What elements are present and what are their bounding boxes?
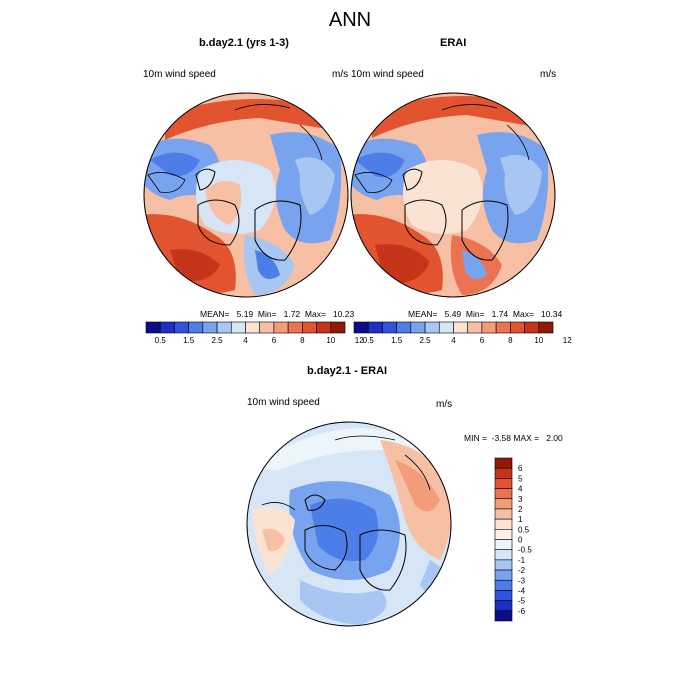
colorbar-diff-swatch <box>494 579 513 591</box>
colorbar-1-swatch <box>259 321 275 334</box>
colorbar-diff-swatch <box>494 508 513 520</box>
colorbar-2-swatch <box>524 321 540 334</box>
panel-1-left-label: 10m wind speed <box>143 69 216 80</box>
colorbar-2-tick-label: 4 <box>451 336 456 345</box>
colorbar-1-swatch <box>188 321 204 334</box>
colorbar-2-swatch <box>367 321 383 334</box>
colorbar-1-swatch <box>302 321 317 334</box>
map-diff <box>247 422 451 626</box>
colorbar-diff-swatch <box>494 529 513 540</box>
colorbar-1-swatch <box>159 321 175 334</box>
colorbar-1-tick-label: 0.5 <box>155 336 167 345</box>
colorbar-1-swatch <box>316 321 332 334</box>
colorbar-2-swatch <box>538 321 554 334</box>
colorbar-panel-2: 0.5 1.5 2.5 4 6 8 10 12 <box>353 321 572 345</box>
colorbar-2-swatch <box>481 321 497 334</box>
colorbar-2-swatch <box>467 321 483 334</box>
colorbar-panel-1: 0.5 1.5 2.5 4 6 8 10 12 <box>145 321 364 345</box>
map-panel-1-border <box>143 92 349 298</box>
map-panel-1 <box>144 93 348 297</box>
colorbar-2-swatch <box>396 321 412 334</box>
colorbar-1-swatch <box>174 321 189 334</box>
colorbar-diff-swatch <box>494 478 513 489</box>
colorbar-diff-tick-label: -3 <box>518 576 526 585</box>
colorbar-diff-tick-label: 0 <box>518 536 523 545</box>
colorbar-diff-tick-label: 5 <box>518 474 523 483</box>
panel-2-title: ERAI <box>440 37 467 49</box>
colorbar-diff-tick-label: -2 <box>518 566 526 575</box>
colorbar-diff-swatch <box>494 559 513 571</box>
colorbar-2-swatch <box>510 321 525 334</box>
colorbar-diff-tick-label: 3 <box>518 495 523 504</box>
colorbar-1-tick-label: 4 <box>243 336 248 345</box>
colorbar-diff-swatch <box>494 600 513 612</box>
map-diff-border <box>246 421 452 627</box>
colorbar-diff-tick-label: -0.5 <box>518 546 532 555</box>
colorbar-diff-tick-label: 4 <box>518 485 523 494</box>
colorbar-2-swatch <box>424 321 440 334</box>
colorbar-1-tick-label: 8 <box>300 336 305 345</box>
colorbar-diff-tick-label: 6 <box>518 464 523 473</box>
colorbar-diff-swatch <box>494 518 513 530</box>
colorbar-diff-tick-label: -6 <box>518 607 526 616</box>
colorbar-diff-tick-label: -5 <box>518 597 526 606</box>
colorbar-diff-swatch <box>494 569 513 581</box>
panel-1-title: b.day2.1 (yrs 1-3) <box>199 37 289 49</box>
colorbar-diff-tick-label: 2 <box>518 505 523 514</box>
panel-1-units-label: m/s <box>332 69 349 80</box>
colorbar-1-tick-label: 6 <box>272 336 277 345</box>
panel-2-units-label: m/s <box>540 69 557 80</box>
colorbar-diff-tick-label: 0.5 <box>518 525 530 534</box>
colorbar-2-tick-label: 6 <box>480 336 485 345</box>
colorbar-1-tick-label: 2.5 <box>212 336 224 345</box>
colorbar-diff-tick-label: -1 <box>518 556 526 565</box>
colorbar-diff-swatch <box>494 457 513 469</box>
panel-2-left-label: 10m wind speed <box>351 69 424 80</box>
colorbar-1-swatch <box>287 321 303 334</box>
map-panel-2 <box>351 93 555 297</box>
colorbar-diff-swatch <box>494 467 513 479</box>
colorbar-diff-swatch <box>494 549 513 561</box>
colorbar-diff-swatch <box>494 488 513 500</box>
colorbar-1-tick-label: 1.5 <box>183 336 195 345</box>
colorbar-2-tick-label: 1.5 <box>391 336 403 345</box>
colorbar-2-swatch <box>410 321 426 334</box>
diff-panel-units-label: m/s <box>436 399 453 410</box>
colorbar-1-swatch <box>273 321 289 334</box>
colorbar-diff-swatch <box>494 498 513 510</box>
colorbar-diff-swatch <box>494 610 513 622</box>
colorbar-2-swatch <box>495 321 511 334</box>
colorbar-2-swatch <box>353 321 369 334</box>
colorbar-1-tick-label: 12 <box>355 336 364 345</box>
colorbar-diff-swatch <box>494 590 513 601</box>
colorbar-2-swatch <box>382 321 397 334</box>
colorbar-2-swatch <box>438 321 454 334</box>
colorbar-2-tick-label: 10 <box>534 336 543 345</box>
colorbar-2-tick-label: 8 <box>508 336 513 345</box>
diff-panel-left-label: 10m wind speed <box>247 397 320 408</box>
diff-panel-stats: MIN = -3.58 MAX = 2.00 <box>464 433 563 443</box>
colorbar-diff-swatch <box>494 539 513 550</box>
colorbar-2-tick-label: 12 <box>563 336 572 345</box>
colorbar-1-swatch <box>245 321 261 334</box>
colorbar-1-tick-label: 10 <box>326 336 335 345</box>
colorbar-2-swatch <box>453 321 469 334</box>
map-panel-2-border <box>350 92 556 298</box>
colorbar-2-tick-label: 0.5 <box>363 336 375 345</box>
colorbar-1-swatch <box>202 321 218 334</box>
colorbar-1-swatch <box>330 321 346 334</box>
diff-panel-title: b.day2.1 - ERAI <box>307 365 388 377</box>
colorbar-1-swatch <box>145 321 161 334</box>
panel-1-stats: MEAN= 5.19 Min= 1.72 Max= 10.23 <box>200 309 355 319</box>
panel-2-stats: MEAN= 5.49 Min= 1.74 Max= 10.34 <box>408 309 563 319</box>
colorbar-diff-tick-label: 1 <box>518 515 523 524</box>
colorbar-1-swatch <box>230 321 246 334</box>
colorbar-2-tick-label: 2.5 <box>420 336 432 345</box>
figure-title: ANN <box>328 9 372 31</box>
colorbar-1-swatch <box>216 321 232 334</box>
colorbar-diff-tick-label: -4 <box>518 586 526 595</box>
